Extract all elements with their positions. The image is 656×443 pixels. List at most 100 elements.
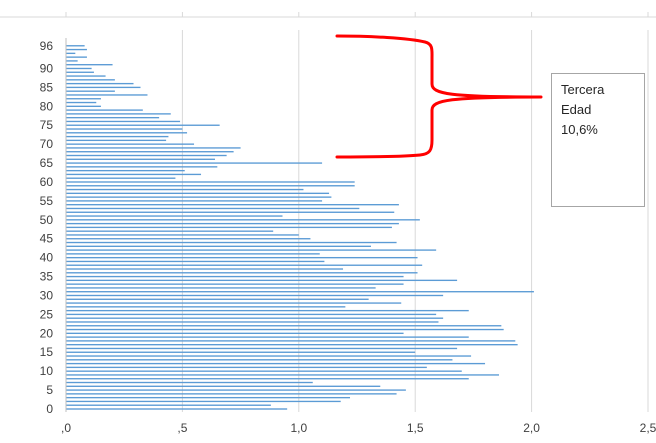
bar <box>66 82 134 85</box>
x-tick-label: ,0 <box>61 421 71 435</box>
bar <box>66 211 395 213</box>
bar <box>66 113 171 115</box>
bar <box>66 351 416 353</box>
bar <box>66 56 87 58</box>
y-tick-label: 45 <box>40 232 54 246</box>
bar <box>66 355 472 357</box>
bar <box>66 128 183 130</box>
bar <box>66 234 299 236</box>
bar <box>66 359 453 361</box>
annotation-line-3: 10,6% <box>561 122 598 137</box>
bar <box>66 306 346 308</box>
bar <box>66 207 360 210</box>
bar <box>66 321 439 323</box>
bar <box>66 169 185 172</box>
bar <box>66 86 141 89</box>
y-tick-label: 90 <box>40 61 54 75</box>
vertical-gridlines <box>0 12 656 412</box>
bar <box>66 154 227 157</box>
y-tick-label: 65 <box>40 156 54 170</box>
bar <box>66 343 518 346</box>
bar <box>66 105 101 108</box>
bar <box>66 328 504 331</box>
bar <box>66 94 148 96</box>
bar <box>66 332 404 335</box>
bar <box>66 52 76 55</box>
bar <box>66 166 218 168</box>
y-tick-label: 55 <box>40 194 54 208</box>
bar <box>66 279 458 282</box>
bar <box>66 253 320 255</box>
bar <box>66 302 402 304</box>
bar <box>66 272 418 274</box>
bar <box>66 45 85 47</box>
bar <box>66 313 437 316</box>
bar <box>66 396 351 399</box>
bar <box>66 158 215 160</box>
x-tick-label: 2,0 <box>523 421 540 435</box>
bar <box>66 256 418 259</box>
bar <box>66 98 101 100</box>
bar <box>66 177 176 179</box>
bar <box>66 90 115 92</box>
bar <box>66 75 106 77</box>
bar <box>66 192 330 195</box>
y-tick-label: 25 <box>40 307 54 321</box>
bar <box>66 196 332 198</box>
bar <box>66 200 323 202</box>
bar <box>66 283 404 285</box>
bar <box>66 181 355 183</box>
bar <box>66 408 288 410</box>
y-tick-label: 50 <box>40 213 54 227</box>
bar <box>66 241 397 244</box>
annotation-line-2: Edad <box>561 102 592 117</box>
bar <box>66 287 376 289</box>
bar <box>66 374 500 376</box>
bar <box>66 71 94 73</box>
x-tick-label: 1,0 <box>290 421 307 435</box>
y-tick-label: 10 <box>40 364 54 378</box>
bar <box>66 151 234 153</box>
bar <box>66 222 399 225</box>
y-tick-label: 35 <box>40 270 54 284</box>
bar <box>66 340 516 342</box>
bar <box>66 143 195 145</box>
bar <box>66 362 486 365</box>
bar <box>66 230 274 232</box>
x-tick-label: 2,5 <box>640 421 656 435</box>
bar <box>66 381 313 384</box>
bar <box>66 268 344 270</box>
y-tick-label: 15 <box>40 345 54 359</box>
bar <box>66 309 469 312</box>
bar <box>66 109 143 111</box>
y-tick-label: 0 <box>46 402 53 416</box>
bar <box>66 264 423 266</box>
bar <box>66 400 341 403</box>
bar <box>66 347 458 350</box>
bar <box>66 162 323 164</box>
bar <box>66 366 427 369</box>
y-tick-label: 96 <box>40 39 54 53</box>
bar <box>66 325 502 327</box>
bar <box>66 67 92 70</box>
bar <box>66 298 369 300</box>
y-tick-label: 20 <box>40 326 54 340</box>
bar <box>66 317 444 319</box>
y-tick-label: 40 <box>40 251 54 265</box>
y-tick-label: 70 <box>40 137 54 151</box>
bar <box>66 120 181 123</box>
bar <box>66 139 167 142</box>
bar <box>66 132 188 134</box>
bar <box>66 204 399 206</box>
bar <box>66 219 420 221</box>
bar <box>66 79 115 81</box>
y-tick-label: 85 <box>40 80 54 94</box>
bar <box>66 60 78 62</box>
bar-series <box>66 45 534 410</box>
bar <box>66 275 404 278</box>
x-tick-label: 1,5 <box>407 421 424 435</box>
y-tick-label: 5 <box>46 383 53 397</box>
age-bracket-annotation <box>335 34 543 159</box>
bar <box>66 294 444 297</box>
